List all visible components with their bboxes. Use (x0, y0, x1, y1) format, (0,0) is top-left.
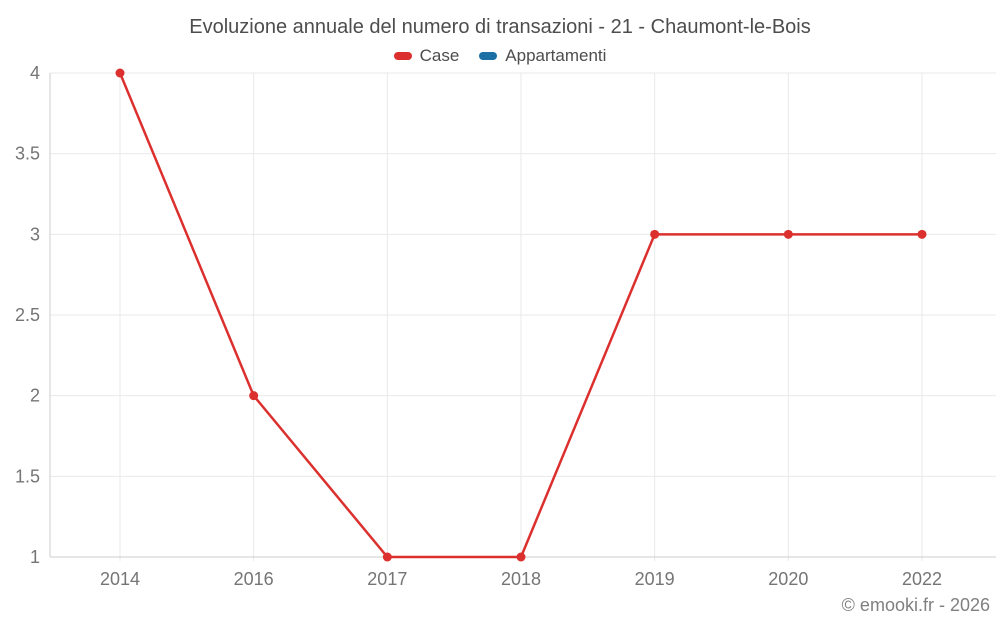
x-tick-label: 2014 (100, 569, 140, 589)
y-tick-label: 4 (30, 63, 40, 83)
y-tick-label: 3 (30, 224, 40, 244)
chart-title: Evoluzione annuale del numero di transaz… (189, 16, 811, 38)
x-tick-label: 2017 (367, 569, 407, 589)
x-tick-label: 2016 (234, 569, 274, 589)
data-point[interactable] (249, 391, 259, 401)
y-tick-label: 2 (30, 386, 40, 406)
x-tick-label: 2018 (501, 569, 541, 589)
watermark: © emooki.fr - 2026 (841, 595, 990, 615)
x-tick-label: 2020 (768, 569, 808, 589)
legend-item-appartamenti[interactable]: Appartamenti (479, 46, 606, 66)
y-tick-label: 2.5 (15, 305, 40, 325)
data-point[interactable] (650, 229, 660, 239)
legend-item-case[interactable]: Case (393, 46, 460, 66)
data-point[interactable] (516, 552, 526, 562)
data-point[interactable] (917, 229, 927, 239)
case-series-swatch-icon (393, 52, 412, 60)
appartamenti-series-swatch-icon (479, 52, 498, 60)
data-point[interactable] (783, 229, 793, 239)
data-point[interactable] (382, 552, 392, 562)
legend-label-appartamenti: Appartamenti (505, 46, 607, 65)
x-tick-label: 2022 (902, 569, 942, 589)
y-tick-label: 1.5 (15, 466, 40, 486)
y-tick-label: 3.5 (15, 144, 40, 164)
x-tick-label: 2019 (635, 569, 675, 589)
legend: Case Appartamenti (0, 46, 1000, 66)
data-point[interactable] (115, 68, 125, 78)
y-tick-label: 1 (30, 547, 40, 567)
legend-label-case: Case (419, 46, 460, 65)
